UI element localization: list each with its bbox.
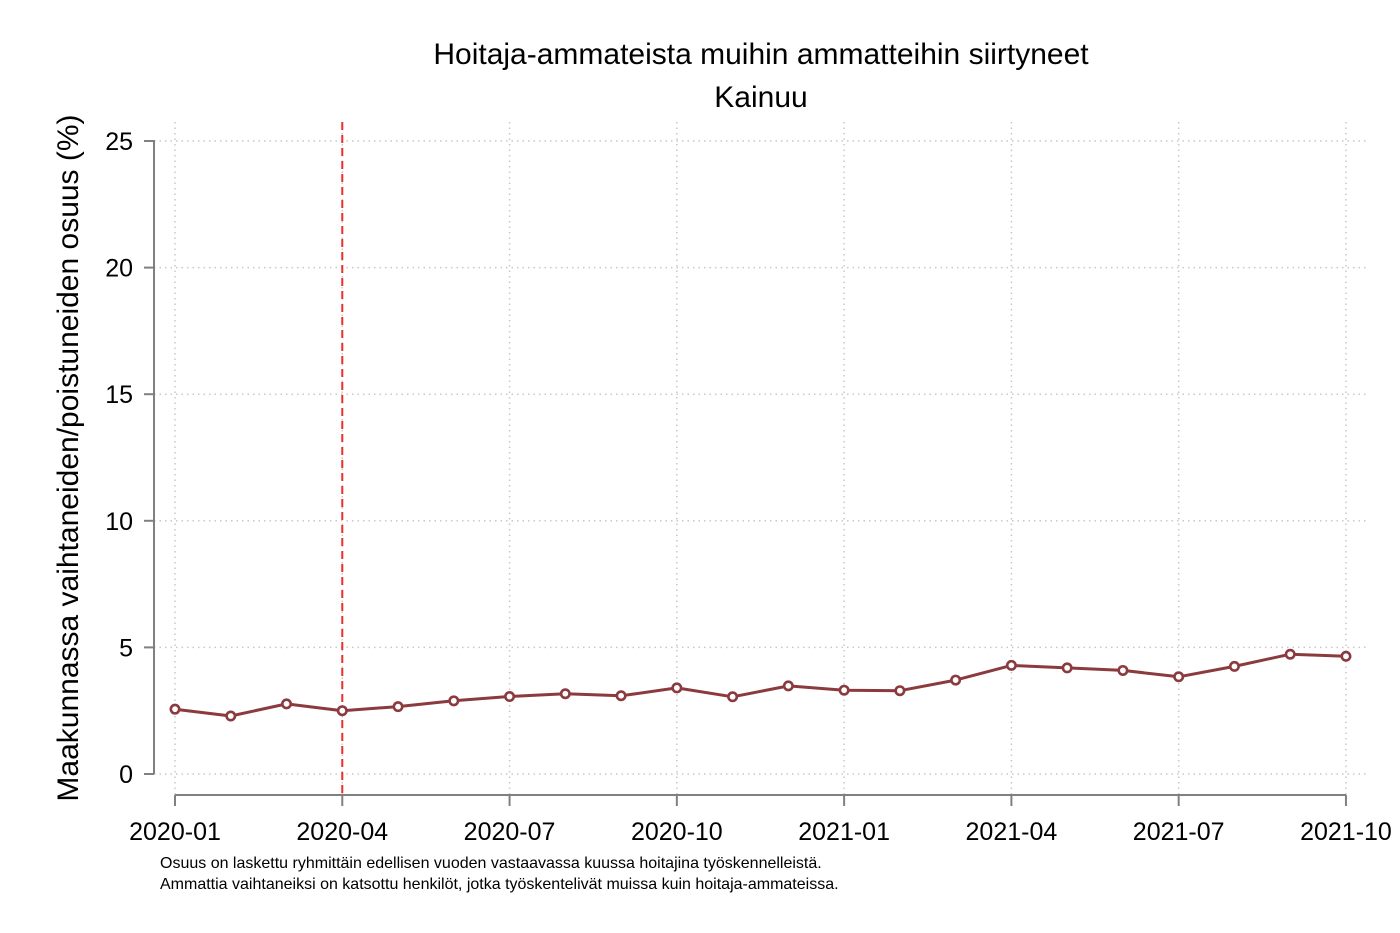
data-point bbox=[448, 695, 460, 707]
data-point bbox=[615, 690, 627, 702]
data-point bbox=[1117, 664, 1129, 676]
y-tick-label: 5 bbox=[119, 634, 133, 662]
y-axis-label: Maakunnassa vaihtaneiden/poistuneiden os… bbox=[52, 114, 85, 801]
data-point bbox=[1173, 671, 1185, 683]
chart-subtitle: Kainuu bbox=[714, 81, 807, 114]
data-point bbox=[1284, 648, 1296, 660]
data-point bbox=[559, 688, 571, 700]
data-point bbox=[894, 685, 906, 697]
series-layer bbox=[169, 648, 1352, 722]
data-point bbox=[281, 698, 293, 710]
data-point bbox=[336, 705, 348, 717]
series-line bbox=[174, 652, 1347, 718]
x-tick-label: 2021-07 bbox=[1133, 818, 1225, 846]
data-point bbox=[169, 703, 181, 715]
data-point bbox=[782, 680, 794, 692]
data-point bbox=[392, 701, 404, 713]
x-tick-label: 2020-10 bbox=[631, 818, 723, 846]
grid bbox=[154, 122, 1366, 795]
data-point bbox=[1340, 650, 1352, 662]
chart-title: Hoitaja-ammateista muihin ammatteihin si… bbox=[433, 38, 1089, 71]
data-point bbox=[1228, 660, 1240, 672]
y-tick-label: 10 bbox=[105, 508, 133, 536]
footnote-line-2: Ammattia vaihtaneiksi on katsottu henkil… bbox=[160, 876, 839, 893]
y-tick-label: 20 bbox=[105, 255, 133, 283]
data-point bbox=[838, 684, 850, 696]
x-tick-label: 2021-04 bbox=[966, 818, 1058, 846]
data-point bbox=[225, 710, 237, 722]
data-point bbox=[1005, 659, 1017, 671]
y-tick-label: 15 bbox=[105, 381, 133, 409]
axes bbox=[153, 140, 1346, 796]
x-tick-label: 2021-10 bbox=[1300, 818, 1392, 846]
data-point bbox=[1061, 662, 1073, 674]
y-tick-label: 0 bbox=[119, 761, 133, 789]
x-tick-label: 2020-04 bbox=[296, 818, 388, 846]
x-tick-label: 2020-07 bbox=[464, 818, 556, 846]
y-tick-label: 25 bbox=[105, 128, 133, 156]
x-tick-label: 2020-01 bbox=[129, 818, 221, 846]
footnote-line-1: Osuus on laskettu ryhmittäin edellisen v… bbox=[160, 855, 822, 872]
x-ticks: 2020-01 2020-04 2020-07 2020-10 2021-01 2021-… bbox=[129, 795, 1392, 846]
y-ticks: 0 5 10 15 20 25 bbox=[105, 128, 154, 789]
data-point bbox=[950, 674, 962, 686]
data-point bbox=[671, 682, 683, 694]
data-point bbox=[727, 691, 739, 703]
data-point bbox=[504, 691, 516, 703]
x-tick-label: 2021-01 bbox=[798, 818, 890, 846]
